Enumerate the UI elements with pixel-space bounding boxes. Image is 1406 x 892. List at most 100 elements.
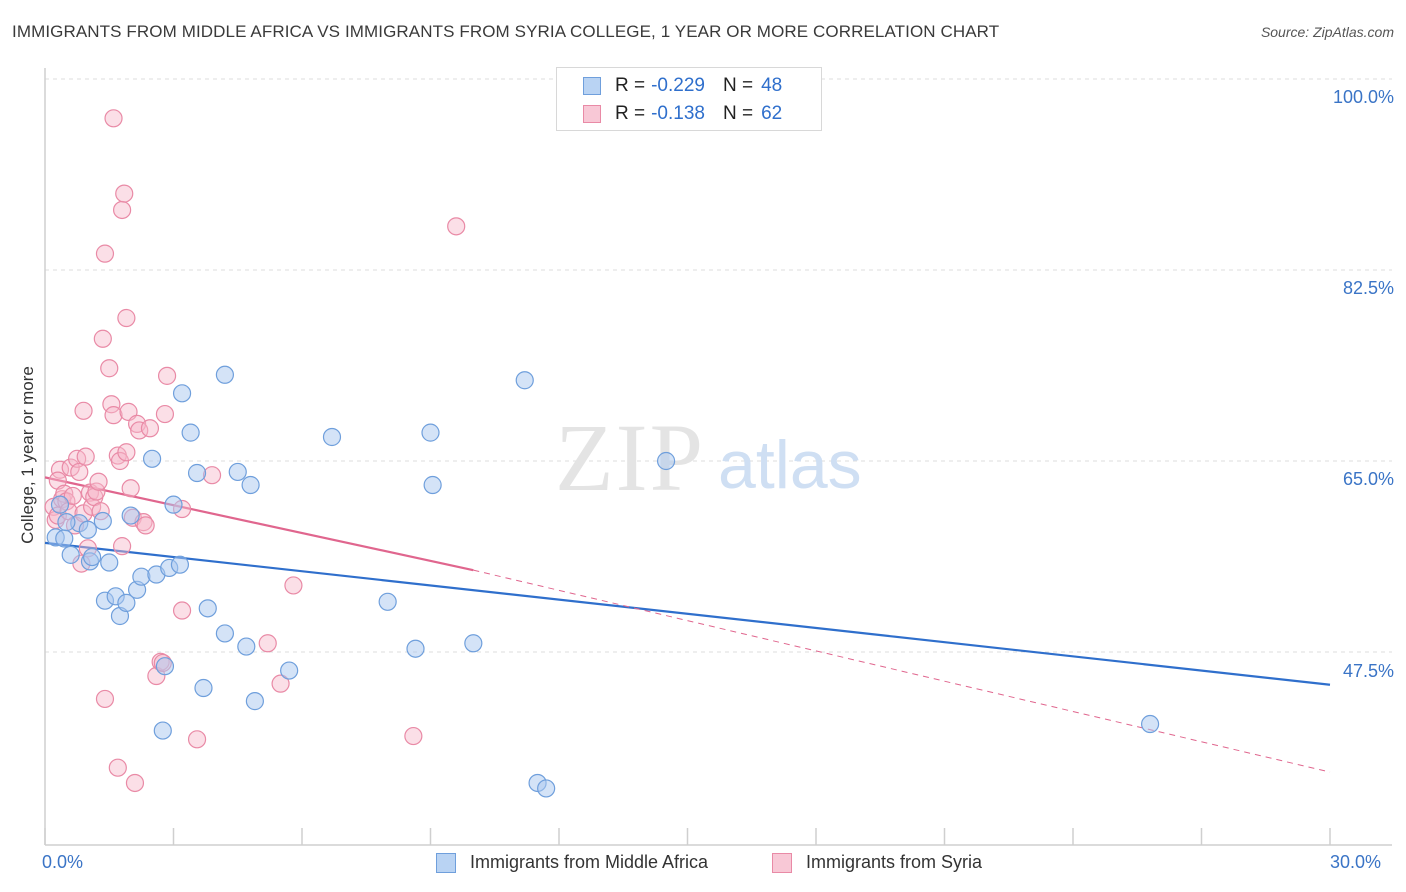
point-middle-africa xyxy=(421,423,440,442)
legend-n-label: N = xyxy=(722,103,754,124)
trend-lines xyxy=(44,476,1331,773)
point-middle-africa xyxy=(656,451,676,471)
point-syria xyxy=(74,401,93,420)
point-syria xyxy=(95,244,115,263)
point-syria xyxy=(202,466,222,485)
series-legend-syria: Immigrants from Syria xyxy=(772,852,982,873)
point-syria xyxy=(117,443,136,462)
point-middle-africa xyxy=(172,384,192,403)
point-middle-africa xyxy=(198,599,217,618)
point-syria xyxy=(117,308,136,328)
point-syria xyxy=(63,486,82,506)
legend-row-syria: R = -0.138 N = 62 xyxy=(583,102,782,126)
point-syria xyxy=(76,447,95,466)
point-syria xyxy=(136,516,155,535)
series-label: Immigrants from Middle Africa xyxy=(470,852,709,872)
axes xyxy=(44,68,1392,846)
point-middle-africa xyxy=(515,371,534,390)
correlation-legend: R = -0.229 N = 48 R = -0.138 N = 62 xyxy=(556,67,822,131)
point-syria xyxy=(104,109,123,128)
trend-line-syria-extension xyxy=(473,569,1331,773)
trend-line-middle-africa xyxy=(44,541,1331,686)
point-middle-africa xyxy=(50,495,70,514)
legend-swatch-blue xyxy=(583,77,601,95)
point-syria xyxy=(404,726,423,746)
point-middle-africa xyxy=(280,661,299,680)
point-syria xyxy=(50,460,70,479)
point-syria xyxy=(157,366,177,385)
point-middle-africa xyxy=(194,678,213,698)
point-middle-africa xyxy=(241,475,260,495)
point-syria xyxy=(93,329,112,348)
point-middle-africa xyxy=(55,529,74,548)
point-middle-africa xyxy=(1140,714,1160,734)
series-swatch-pink xyxy=(772,852,792,873)
point-syria xyxy=(112,537,132,556)
legend-n-label: N = xyxy=(722,75,754,96)
point-middle-africa xyxy=(153,721,172,740)
source-note: Source: ZipAtlas.com xyxy=(1260,24,1394,40)
point-middle-africa xyxy=(464,634,483,653)
point-middle-africa xyxy=(187,463,207,483)
point-middle-africa xyxy=(537,779,556,798)
point-middle-africa xyxy=(245,692,264,711)
y-tick-100: 100.0% xyxy=(1332,87,1394,107)
point-syria xyxy=(48,471,67,490)
point-middle-africa xyxy=(93,511,112,531)
point-middle-africa xyxy=(100,553,119,572)
point-middle-africa xyxy=(164,495,183,514)
point-syria xyxy=(447,217,466,236)
point-syria xyxy=(271,674,290,693)
legend-swatch-pink xyxy=(583,105,601,123)
point-middle-africa xyxy=(406,639,425,658)
point-middle-africa xyxy=(155,657,175,676)
legend-r-value: -0.138 xyxy=(651,103,705,124)
legend-r-label: R = xyxy=(615,103,646,124)
y-axis-label: College, 1 year or more xyxy=(18,366,37,544)
point-middle-africa xyxy=(215,365,234,384)
point-middle-africa xyxy=(181,423,200,442)
point-middle-africa xyxy=(228,462,247,482)
point-syria xyxy=(125,773,145,793)
x-tick-max: 30.0% xyxy=(1330,852,1382,872)
trend-line-syria xyxy=(44,476,474,572)
y-tick-65: 65.0% xyxy=(1342,469,1394,489)
point-middle-africa xyxy=(215,624,234,643)
point-middle-africa xyxy=(142,449,162,468)
point-middle-africa xyxy=(83,547,102,567)
point-syria xyxy=(89,472,108,491)
point-middle-africa xyxy=(117,593,136,612)
point-syria xyxy=(100,359,119,378)
point-middle-africa xyxy=(121,506,140,525)
point-middle-africa xyxy=(57,513,76,532)
y-tick-47-5: 47.5% xyxy=(1342,661,1394,681)
legend-n-value: 48 xyxy=(761,75,783,96)
point-middle-africa xyxy=(78,520,97,539)
point-syria xyxy=(172,601,192,620)
point-syria xyxy=(70,462,89,482)
point-syria xyxy=(130,421,149,440)
series-swatch-blue xyxy=(436,852,456,873)
point-syria xyxy=(187,730,207,749)
legend-r-label: R = xyxy=(615,75,646,96)
series-legend-middle-africa: Immigrants from Middle Africa xyxy=(436,852,708,873)
legend-r-value: -0.229 xyxy=(651,75,705,96)
point-syria xyxy=(284,576,303,595)
point-syria xyxy=(155,404,175,424)
point-middle-africa xyxy=(322,427,342,447)
x-tick-min: 0.0% xyxy=(42,852,84,872)
point-middle-africa xyxy=(423,475,442,495)
point-syria xyxy=(121,479,140,498)
point-middle-africa xyxy=(132,567,151,586)
point-syria xyxy=(112,200,132,220)
legend-n-value: 62 xyxy=(761,103,783,124)
legend-row-middle-africa: R = -0.229 N = 48 xyxy=(583,74,782,98)
series-label: Immigrants from Syria xyxy=(806,852,983,872)
point-middle-africa xyxy=(237,637,256,656)
y-tick-82-5: 82.5% xyxy=(1342,278,1394,298)
point-syria xyxy=(104,406,123,425)
point-middle-africa xyxy=(378,592,397,611)
chart-title: IMMIGRANTS FROM MIDDLE AFRICA VS IMMIGRA… xyxy=(12,22,1000,41)
point-middle-africa xyxy=(61,545,80,564)
